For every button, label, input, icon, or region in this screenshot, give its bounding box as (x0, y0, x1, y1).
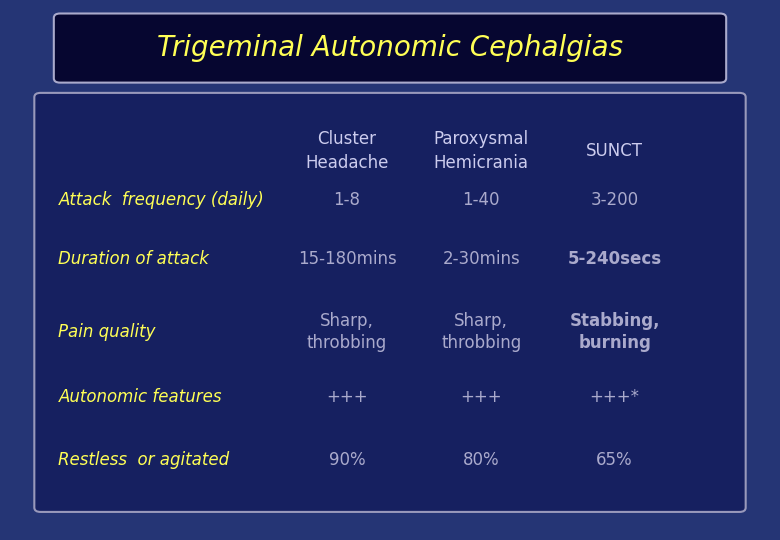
Text: +++: +++ (326, 388, 368, 406)
Text: 2-30mins: 2-30mins (442, 250, 520, 268)
FancyBboxPatch shape (54, 14, 726, 83)
Text: Attack  frequency (daily): Attack frequency (daily) (58, 191, 264, 209)
Text: Pain quality: Pain quality (58, 323, 156, 341)
Text: +++: +++ (460, 388, 502, 406)
Text: 90%: 90% (329, 451, 365, 469)
Text: Autonomic features: Autonomic features (58, 388, 222, 406)
Text: 1-8: 1-8 (334, 191, 360, 209)
Text: 65%: 65% (597, 451, 633, 469)
Text: Duration of attack: Duration of attack (58, 250, 209, 268)
Text: Sharp,
throbbing: Sharp, throbbing (307, 312, 387, 352)
Text: 1-40: 1-40 (463, 191, 500, 209)
Text: 5-240secs: 5-240secs (568, 250, 661, 268)
Text: Cluster
Headache: Cluster Headache (306, 130, 388, 172)
Text: Restless  or agitated: Restless or agitated (58, 451, 229, 469)
Text: +++*: +++* (590, 388, 640, 406)
Text: Trigeminal Autonomic Cephalgias: Trigeminal Autonomic Cephalgias (157, 34, 623, 62)
Text: Paroxysmal
Hemicrania: Paroxysmal Hemicrania (434, 130, 529, 172)
Text: 3-200: 3-200 (590, 191, 639, 209)
Text: 15-180mins: 15-180mins (298, 250, 396, 268)
Text: Stabbing,
burning: Stabbing, burning (569, 312, 660, 352)
FancyBboxPatch shape (34, 93, 746, 512)
Text: Sharp,
throbbing: Sharp, throbbing (441, 312, 521, 352)
Text: SUNCT: SUNCT (586, 142, 643, 160)
Text: 80%: 80% (463, 451, 499, 469)
